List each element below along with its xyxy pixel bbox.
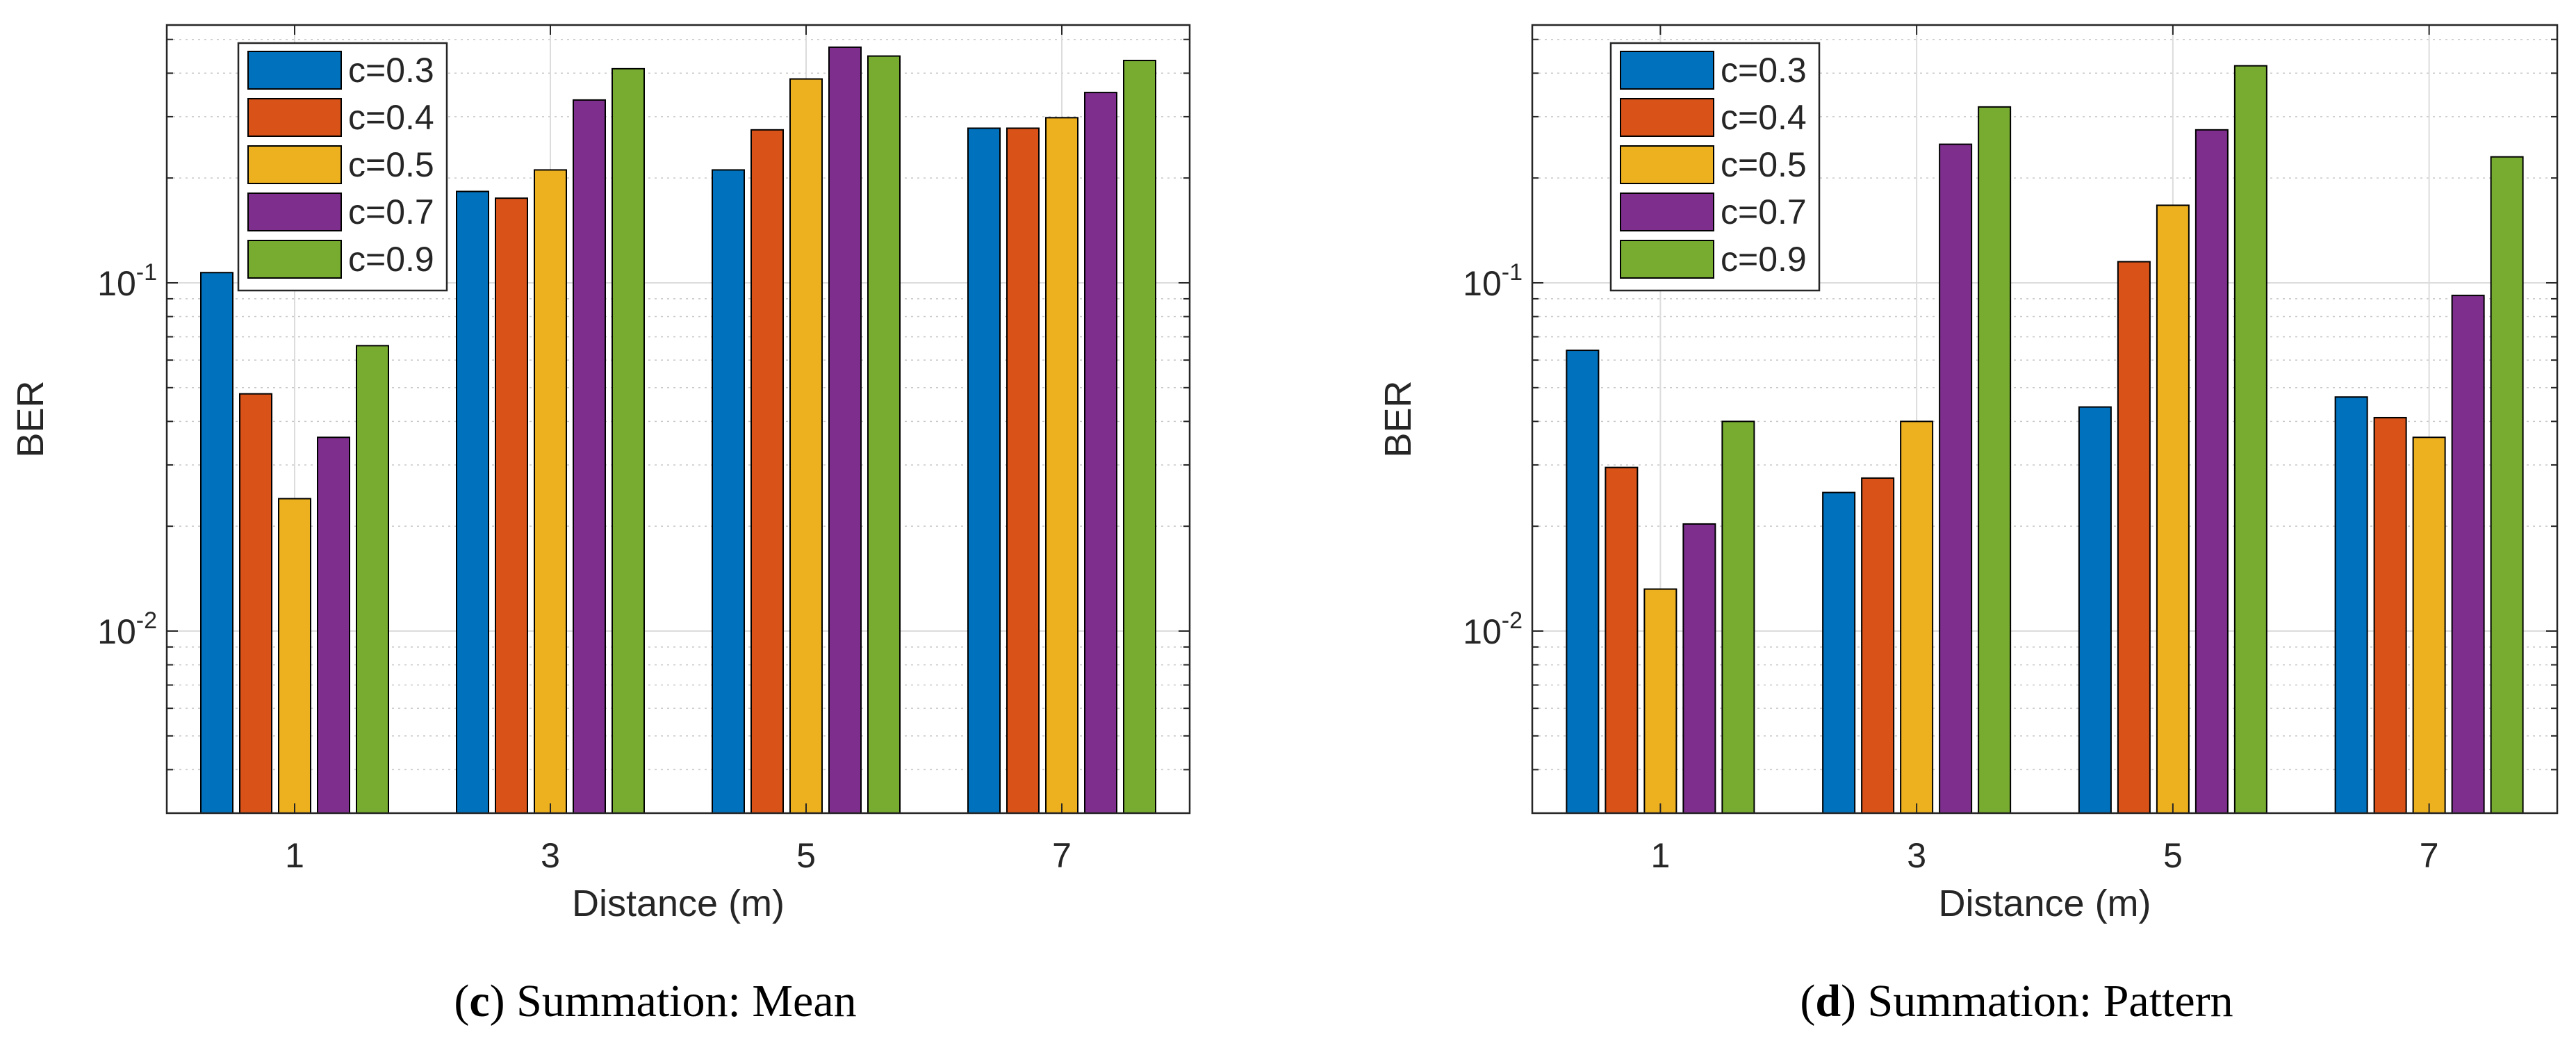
bar-c=0.3-x3 <box>1822 491 1856 815</box>
y-tick-label: 10-2 <box>1463 607 1523 651</box>
bar-c=0.9-x5 <box>2233 65 2267 815</box>
bar-c=0.3-x7 <box>2334 396 2368 814</box>
bar-c=0.5-x3 <box>1900 420 1934 814</box>
bar-c=0.5-x7 <box>2412 436 2446 814</box>
bar-c=0.4-x1 <box>239 393 272 814</box>
bar-c=0.9-x3 <box>1978 106 2012 814</box>
legend-swatch-c=0.5 <box>1620 145 1714 184</box>
bar-c=0.9-x1 <box>1721 420 1755 814</box>
bar-c=0.4-x3 <box>495 197 528 815</box>
axes-box <box>165 24 1191 815</box>
bar-c=0.3-x5 <box>712 169 745 814</box>
legend: c=0.3 c=0.4 c=0.5 c=0.7 c=0.9 <box>1609 42 1821 292</box>
bar-c=0.4-x7 <box>2373 416 2407 814</box>
bar-c=0.7-x5 <box>2194 129 2229 814</box>
legend-swatch-c=0.9 <box>247 240 342 279</box>
bar-c=0.7-x5 <box>828 46 862 814</box>
panel-caption: (c) Summation: Mean <box>454 976 856 1027</box>
legend-swatch-c=0.3 <box>1620 51 1714 90</box>
x-axis-label: Distance (m) <box>1938 883 2151 924</box>
legend-label: c=0.3 <box>348 51 434 90</box>
bar-c=0.7-x3 <box>1939 143 1973 814</box>
legend-label: c=0.9 <box>1721 240 1807 279</box>
bar-c=0.4-x3 <box>1861 477 1895 815</box>
bar-c=0.5-x7 <box>1045 117 1078 814</box>
legend-label: c=0.3 <box>1721 51 1807 90</box>
bar-c=0.9-x3 <box>612 67 645 815</box>
bar-c=0.7-x1 <box>317 436 350 814</box>
bar-c=0.4-x5 <box>2117 261 2151 814</box>
x-tick-label: 7 <box>1052 836 1072 875</box>
bar-c=0.3-x1 <box>200 272 233 814</box>
legend-swatch-c=0.9 <box>1620 240 1714 279</box>
bar-c=0.7-x7 <box>2451 295 2485 814</box>
bar-c=0.3-x1 <box>1566 350 1600 814</box>
bar-c=0.9-x7 <box>1123 60 1156 814</box>
legend-label: c=0.4 <box>348 98 434 137</box>
panel-caption: (d) Summation: Pattern <box>1800 976 2233 1027</box>
y-axis-label: BER <box>10 380 51 457</box>
legend-swatch-c=0.3 <box>247 51 342 90</box>
legend-label: c=0.9 <box>348 240 434 279</box>
bars <box>200 46 1156 815</box>
bar-c=0.7-x1 <box>1682 523 1716 814</box>
y-tick-label: 10-1 <box>97 259 157 303</box>
x-tick-label: 1 <box>285 836 304 875</box>
y-tick-label: 10-2 <box>97 607 157 651</box>
bar-c=0.3-x5 <box>2078 406 2112 814</box>
bar-c=0.3-x3 <box>456 190 489 815</box>
legend-swatch-c=0.4 <box>247 98 342 137</box>
bar-c=0.4-x5 <box>750 129 784 814</box>
bar-c=0.9-x5 <box>867 55 901 814</box>
bar-c=0.5-x1 <box>278 498 311 814</box>
legend: c=0.3 c=0.4 c=0.5 c=0.7 c=0.9 <box>237 42 448 292</box>
x-tick-label: 1 <box>1650 836 1670 875</box>
x-tick-label: 5 <box>796 836 816 875</box>
legend-swatch-c=0.4 <box>1620 98 1714 137</box>
legend-swatch-c=0.5 <box>247 145 342 184</box>
bars <box>1566 65 2524 815</box>
legend-swatch-c=0.7 <box>1620 193 1714 231</box>
y-tick-label: 10-1 <box>1463 259 1523 303</box>
legend-label: c=0.5 <box>348 145 434 184</box>
bar-c=0.5-x5 <box>789 78 823 815</box>
bar-c=0.4-x7 <box>1006 127 1040 814</box>
bar-c=0.7-x7 <box>1084 92 1117 814</box>
bar-c=0.4-x1 <box>1605 466 1639 814</box>
legend-label: c=0.4 <box>1721 98 1807 137</box>
x-tick-label: 5 <box>2163 836 2183 875</box>
bar-c=0.9-x1 <box>356 345 389 815</box>
x-axis-label: Distance (m) <box>572 883 785 924</box>
y-axis-label: BER <box>1377 380 1419 457</box>
bar-c=0.5-x1 <box>1643 588 1677 814</box>
axes-box <box>1531 24 2559 815</box>
legend-swatch-c=0.7 <box>247 193 342 231</box>
bar-c=0.5-x3 <box>534 169 567 814</box>
bar-c=0.7-x3 <box>573 99 606 815</box>
bar-c=0.3-x7 <box>967 127 1001 814</box>
x-tick-label: 3 <box>541 836 560 875</box>
bar-c=0.5-x5 <box>2156 204 2190 814</box>
legend-label: c=0.7 <box>348 193 434 231</box>
legend-label: c=0.5 <box>1721 145 1807 184</box>
x-tick-label: 3 <box>1907 836 1926 875</box>
legend-label: c=0.7 <box>1721 193 1807 231</box>
bar-c=0.9-x7 <box>2490 156 2524 815</box>
x-tick-label: 7 <box>2420 836 2439 875</box>
